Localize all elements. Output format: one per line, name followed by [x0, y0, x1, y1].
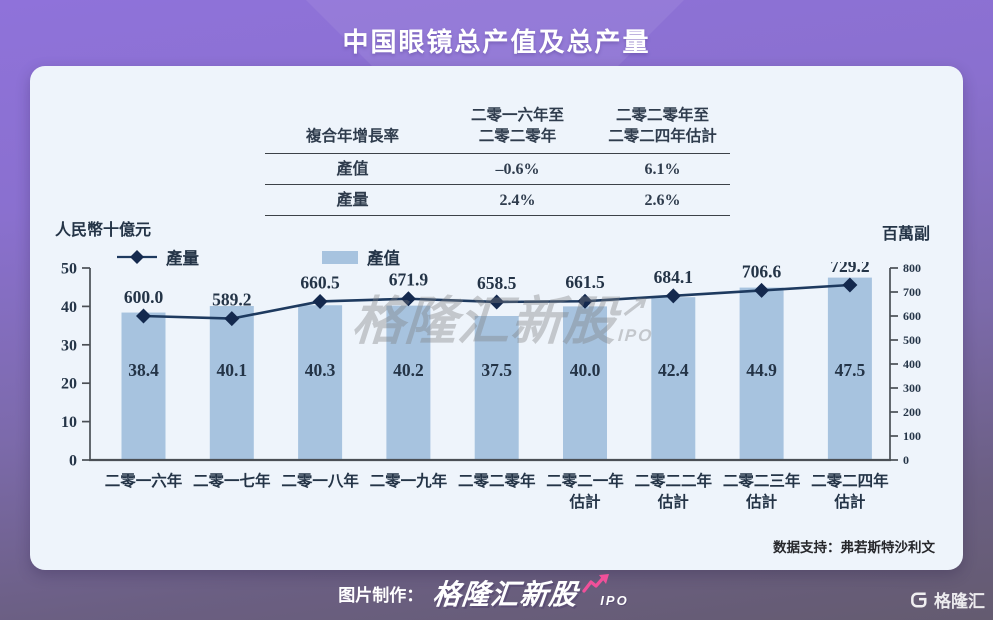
trend-arrow-icon — [582, 574, 610, 593]
cagr-header-period1: 二零一六年至 二零二零年 — [440, 104, 595, 154]
bar-swatch-icon — [322, 250, 358, 264]
svg-text:二零一七年: 二零一七年 — [193, 471, 271, 490]
svg-text:0: 0 — [903, 453, 909, 467]
svg-text:40.2: 40.2 — [393, 360, 424, 380]
svg-text:0: 0 — [69, 453, 77, 470]
chart-card: 複合年增長率 二零一六年至 二零二零年 二零二零年至 二零二四年估計 產值 –0… — [30, 66, 963, 570]
svg-text:二零二零年: 二零二零年 — [458, 471, 536, 490]
cagr-header-metric: 複合年增長率 — [265, 104, 440, 154]
svg-text:二零二三年: 二零二三年 — [723, 471, 801, 490]
svg-text:700: 700 — [903, 285, 921, 299]
legend-item-value: 產值 — [322, 245, 400, 269]
svg-text:671.9: 671.9 — [389, 270, 429, 290]
svg-text:30: 30 — [61, 337, 77, 354]
svg-text:估計: 估計 — [833, 492, 866, 511]
svg-text:589.2: 589.2 — [212, 290, 251, 310]
svg-text:44.9: 44.9 — [746, 360, 777, 380]
svg-text:38.4: 38.4 — [128, 360, 159, 380]
footer-logo-sub: IPO — [600, 592, 629, 608]
svg-text:661.5: 661.5 — [565, 272, 605, 292]
svg-text:658.5: 658.5 — [477, 273, 517, 293]
svg-text:100: 100 — [903, 429, 921, 443]
svg-text:估計: 估計 — [568, 492, 601, 511]
svg-text:600.0: 600.0 — [124, 287, 164, 307]
corner-brand-logo: 格隆汇 — [909, 587, 985, 612]
svg-text:600: 600 — [903, 309, 921, 323]
svg-text:二零一九年: 二零一九年 — [370, 471, 448, 490]
svg-text:二零二四年: 二零二四年 — [811, 471, 889, 490]
right-axis-unit-label: 百萬副 — [882, 226, 931, 243]
svg-text:800: 800 — [903, 262, 921, 275]
svg-text:40: 40 — [61, 299, 77, 316]
svg-text:二零一八年: 二零一八年 — [281, 471, 359, 490]
legend-item-volume: 產量 — [117, 245, 199, 269]
footer-brand-logo: 格隆汇新股 — [431, 579, 580, 610]
svg-text:47.5: 47.5 — [835, 360, 866, 380]
legend-label-volume: 產量 — [166, 249, 199, 268]
svg-text:10: 10 — [61, 414, 77, 431]
cagr-row-label: 產量 — [265, 185, 440, 216]
svg-text:二零二一年: 二零二一年 — [546, 471, 624, 490]
footer: 图片制作： 格隆汇新股 IPO — [0, 573, 993, 613]
legend-label-value: 產值 — [367, 249, 400, 268]
cagr-cell-value: 2.4% — [440, 185, 595, 216]
cagr-row-label: 產值 — [265, 154, 440, 185]
svg-text:500: 500 — [903, 333, 921, 347]
svg-text:300: 300 — [903, 381, 921, 395]
cagr-cell-value: 6.1% — [595, 154, 730, 185]
cagr-cell-value: –0.6% — [440, 154, 595, 185]
data-source-note: 数据支持：弗若斯特沙利文 — [773, 540, 935, 555]
line-diamond-marker-icon — [117, 250, 157, 264]
chart-legend: 產量 產值 — [30, 245, 963, 268]
svg-text:二零一六年: 二零一六年 — [105, 471, 183, 490]
svg-text:706.6: 706.6 — [742, 262, 782, 281]
cagr-header-period2: 二零二零年至 二零二四年估計 — [595, 104, 730, 154]
left-axis-unit-label: 人民幣十億元 — [55, 222, 152, 239]
svg-text:729.2: 729.2 — [830, 262, 869, 276]
gelonghui-g-icon — [911, 592, 927, 607]
svg-text:684.1: 684.1 — [654, 267, 693, 287]
svg-text:40.0: 40.0 — [570, 360, 601, 380]
combo-chart: 010203040500100200300400500600700800600.… — [61, 262, 921, 511]
svg-text:200: 200 — [903, 405, 921, 419]
footer-made-by-label: 图片制作： — [338, 585, 424, 605]
svg-text:二零二二年: 二零二二年 — [635, 471, 713, 490]
corner-brand-text: 格隆汇 — [934, 592, 985, 611]
svg-text:400: 400 — [903, 357, 921, 371]
svg-text:660.5: 660.5 — [300, 272, 340, 292]
page-title: 中国眼镜总产值及总产量 — [342, 27, 651, 57]
svg-text:50: 50 — [61, 262, 77, 278]
cagr-table: 複合年增長率 二零一六年至 二零二零年 二零二零年至 二零二四年估計 產值 –0… — [265, 104, 730, 216]
svg-text:40.3: 40.3 — [305, 360, 336, 380]
cagr-cell-value: 2.6% — [595, 185, 730, 216]
svg-text:42.4: 42.4 — [658, 360, 689, 380]
svg-text:估計: 估計 — [745, 492, 778, 511]
svg-text:估計: 估計 — [657, 492, 690, 511]
svg-text:20: 20 — [61, 376, 77, 393]
svg-text:40.1: 40.1 — [216, 360, 247, 380]
svg-text:37.5: 37.5 — [481, 360, 512, 380]
